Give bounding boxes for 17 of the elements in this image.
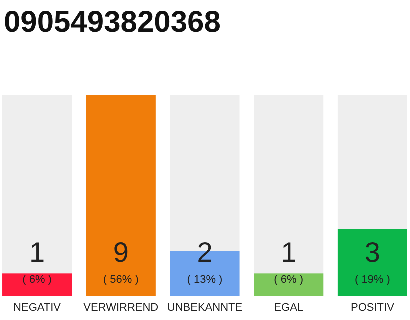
data-label: 9 [113,237,129,268]
annotation: ( 6% ) [274,274,304,286]
data-label: 3 [364,237,381,268]
annotation: ( 19% ) [354,274,390,286]
bar [254,274,324,296]
annotation: ( 6% ) [22,274,52,286]
x-tick-label: NEGATIV [14,302,62,314]
bar [2,274,72,296]
x-tick-label: VERWIRREND [84,302,159,314]
x-tick-label: POSITIV [351,302,396,314]
x-tick-label: UNBEKANNTE [167,302,243,314]
data-label: 1 [281,237,297,268]
data-label: 1 [29,237,46,268]
annotation: ( 56% ) [103,274,139,286]
chart-title: 0905493820368 [4,6,221,39]
x-tick-label: EGAL [274,302,304,314]
annotation: ( 13% ) [187,274,223,286]
